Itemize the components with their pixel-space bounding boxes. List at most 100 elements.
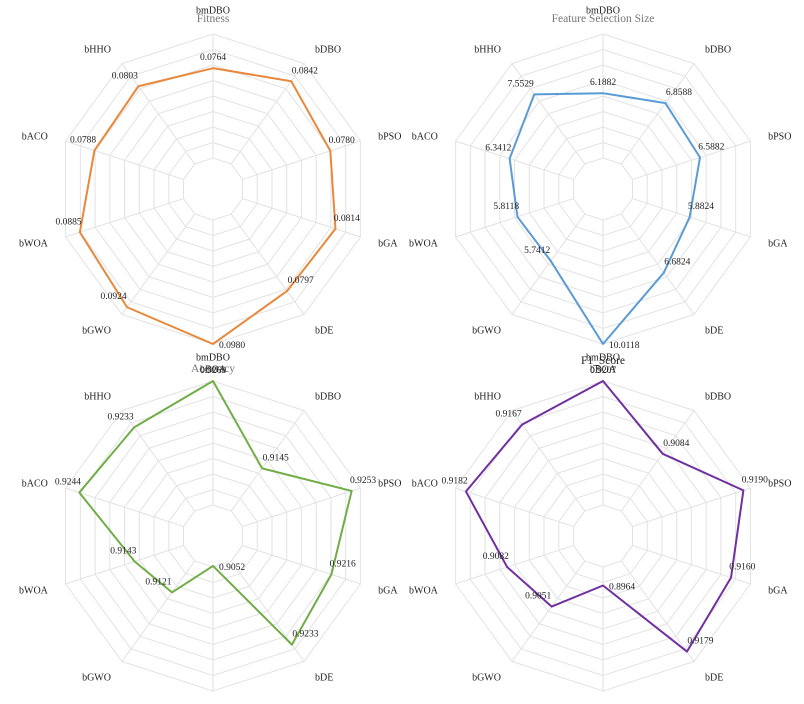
series-line bbox=[508, 92, 702, 345]
grid-spoke bbox=[511, 63, 586, 165]
category-label: bACO bbox=[22, 478, 48, 489]
value-label: 0.0980 bbox=[219, 341, 245, 351]
category-label: bmDBO bbox=[586, 352, 620, 363]
grid-spoke bbox=[65, 140, 184, 180]
category-label: bmDBO bbox=[196, 5, 230, 16]
value-label: 0.9167 bbox=[496, 410, 522, 420]
grid-ring bbox=[573, 157, 633, 221]
value-label: 6.8588 bbox=[666, 88, 692, 98]
chart-title: Feature Selection Size bbox=[552, 13, 655, 25]
category-label: bBOA bbox=[590, 365, 617, 376]
value-label: 0.0924 bbox=[101, 292, 127, 302]
category-label: bGWO bbox=[472, 325, 501, 336]
grid-spoke bbox=[620, 63, 695, 165]
grid-spoke bbox=[65, 545, 184, 585]
value-label: 0.9190 bbox=[742, 475, 768, 485]
grid-spoke bbox=[620, 213, 695, 315]
category-label: bDE bbox=[315, 325, 333, 336]
category-label: bWOA bbox=[19, 239, 49, 250]
category-label: bBOA bbox=[200, 365, 227, 376]
category-label: bDE bbox=[315, 672, 333, 683]
category-label: bDBO bbox=[315, 45, 341, 56]
category-label: bACO bbox=[412, 478, 438, 489]
grid-spoke bbox=[242, 487, 361, 527]
value-label: 6.1882 bbox=[590, 78, 616, 88]
category-label: bGWO bbox=[82, 325, 111, 336]
category-label: bGWO bbox=[82, 672, 111, 683]
category-label: bPSO bbox=[768, 131, 791, 142]
grid-spoke bbox=[455, 140, 574, 180]
value-label: 0.9082 bbox=[483, 552, 509, 562]
value-label: 0.0788 bbox=[70, 135, 96, 145]
value-label: 6.6824 bbox=[664, 258, 690, 268]
grid-spoke bbox=[620, 560, 695, 662]
grid-spoke bbox=[230, 213, 305, 315]
category-label: bACO bbox=[22, 131, 48, 142]
value-label: 6.3412 bbox=[485, 144, 511, 154]
category-label: bmDBO bbox=[196, 352, 230, 363]
value-label: 0.9233 bbox=[107, 412, 133, 422]
grid-spoke bbox=[455, 198, 574, 238]
value-label: 0.9143 bbox=[110, 546, 136, 556]
value-label: 0.9052 bbox=[219, 563, 245, 573]
value-label: 0.0764 bbox=[200, 53, 226, 63]
value-label: 0.8964 bbox=[609, 582, 635, 592]
value-label: 0.9207 bbox=[590, 366, 616, 376]
category-label: bPSO bbox=[378, 131, 401, 142]
value-label: 0.9145 bbox=[263, 453, 289, 463]
value-label: 0.9233 bbox=[292, 630, 318, 640]
category-label: bDE bbox=[705, 325, 723, 336]
grid-spoke bbox=[620, 410, 695, 512]
series-line bbox=[78, 380, 353, 646]
grid-spoke bbox=[632, 140, 751, 180]
value-label: 0.0780 bbox=[329, 136, 355, 146]
value-label: 0.9160 bbox=[729, 563, 755, 573]
grid-spoke bbox=[65, 198, 184, 238]
category-label: bGA bbox=[768, 239, 788, 250]
category-label: bDE bbox=[705, 672, 723, 683]
radar-chart-1: FitnessbmDBObDBObPSObGAbDEbBOAbGWObWOAbA… bbox=[19, 5, 401, 375]
category-label: bHHO bbox=[474, 45, 501, 56]
value-label: 5.8118 bbox=[493, 202, 519, 212]
value-label: 6.5882 bbox=[698, 142, 724, 152]
series-line bbox=[78, 67, 337, 345]
grid-spoke bbox=[511, 560, 586, 662]
grid-spoke bbox=[65, 487, 184, 527]
category-label: bWOA bbox=[409, 239, 439, 250]
category-label: bHHO bbox=[84, 45, 111, 56]
category-label: bWOA bbox=[19, 586, 49, 597]
chart-title: F1_Score bbox=[581, 355, 625, 367]
category-label: bHHO bbox=[84, 392, 111, 403]
category-label: bDBO bbox=[315, 392, 341, 403]
value-label: 0.0814 bbox=[334, 214, 360, 224]
category-label: bPSO bbox=[378, 478, 401, 489]
category-label: bGWO bbox=[472, 672, 501, 683]
category-label: bmDBO bbox=[586, 5, 620, 16]
grid-spoke bbox=[511, 410, 586, 512]
grid-spoke bbox=[632, 487, 751, 527]
value-label: 10.0118 bbox=[609, 341, 640, 351]
grid-spoke bbox=[242, 140, 361, 180]
category-label: bACO bbox=[412, 131, 438, 142]
grid-spoke bbox=[230, 410, 305, 512]
grid-spoke bbox=[242, 545, 361, 585]
category-label: bDBO bbox=[705, 392, 731, 403]
category-label: bGA bbox=[768, 586, 788, 597]
value-label: 0.0797 bbox=[288, 276, 314, 286]
category-label: bHHO bbox=[474, 392, 501, 403]
value-label: 0.9269 bbox=[200, 366, 226, 376]
value-label: 0.9182 bbox=[441, 476, 467, 486]
grid-spoke bbox=[632, 198, 751, 238]
grid-spoke bbox=[242, 198, 361, 238]
grid-ring bbox=[573, 504, 633, 568]
grid-ring bbox=[183, 157, 243, 221]
grid-ring bbox=[183, 504, 243, 568]
value-label: 0.0842 bbox=[292, 66, 318, 76]
value-label: 0.9253 bbox=[350, 476, 376, 486]
value-label: 0.9121 bbox=[145, 577, 171, 587]
category-label: bDBO bbox=[705, 45, 731, 56]
category-label: bPSO bbox=[768, 478, 791, 489]
grid-spoke bbox=[121, 560, 196, 662]
